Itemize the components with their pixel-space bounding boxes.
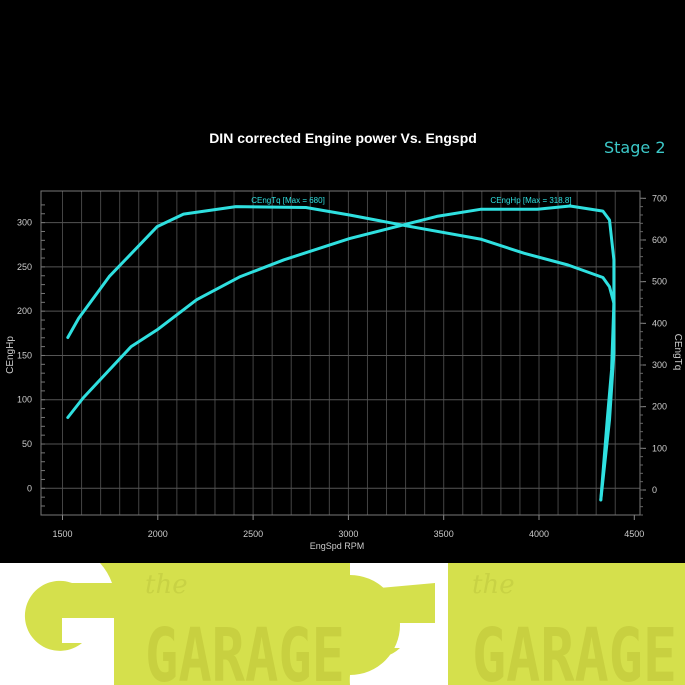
power-series-label: CEngHp [Max = 318.8] <box>490 196 571 205</box>
y-axis-left-label: CEngHp <box>5 336 16 374</box>
y-right-tick-label: 500 <box>652 277 667 287</box>
y-left-tick-label: 0 <box>27 483 32 493</box>
svg-text:GARAGE: GARAGE <box>145 613 345 685</box>
y-right-tick-label: 0 <box>652 485 657 495</box>
y-right-tick-label: 100 <box>652 443 667 453</box>
x-tick-label: 2000 <box>148 529 168 539</box>
chart-title: DIN corrected Engine power Vs. Engspd <box>209 130 477 146</box>
y-left-tick-label: 250 <box>17 262 32 272</box>
x-tick-label: 3500 <box>434 529 454 539</box>
x-tick-label: 4000 <box>529 529 549 539</box>
dyno-chart: DIN corrected Engine power Vs. Engspd St… <box>5 130 683 551</box>
garage-logo-right: the GARAGE <box>340 563 677 685</box>
y-right-tick-label: 600 <box>652 235 667 245</box>
y-left-tick-label: 50 <box>22 439 32 449</box>
y-right-tick-label: 700 <box>652 193 667 203</box>
x-tick-label: 1500 <box>52 529 72 539</box>
y-right-tick-label: 200 <box>652 402 667 412</box>
y-left-tick-label: 150 <box>17 350 32 360</box>
svg-text:GARAGE: GARAGE <box>472 613 677 685</box>
y-right-tick-label: 300 <box>652 360 667 370</box>
y-right-tick-label: 400 <box>652 318 667 328</box>
svg-text:the: the <box>472 570 515 600</box>
svg-text:the: the <box>145 570 188 600</box>
garage-logo-left: the GARAGE GARAGE <box>0 563 345 685</box>
x-tick-label: 4500 <box>624 529 644 539</box>
x-tick-label: 3000 <box>338 529 358 539</box>
stage-annotation: Stage 2 <box>604 138 666 157</box>
y-left-tick-label: 100 <box>17 395 32 405</box>
axis-ticks: 0501001502002503000100200300400500600700… <box>17 193 667 539</box>
x-axis-label: EngSpd RPM <box>310 541 365 551</box>
y-left-tick-label: 200 <box>17 306 32 316</box>
torque-series-label: CEngTq [Max = 680] <box>251 196 325 205</box>
grid <box>41 191 640 515</box>
series-line-cenghp <box>66 204 616 502</box>
garage-logo-banner: the GARAGE GARAGE the GARAGE <box>0 563 685 685</box>
y-left-tick-label: 300 <box>17 218 32 228</box>
y-axis-right-label: CEngTq <box>672 334 683 371</box>
plot-frame <box>40 190 641 516</box>
series-lines <box>66 204 616 502</box>
series-line-cengtq <box>66 205 616 502</box>
x-tick-label: 2500 <box>243 529 263 539</box>
